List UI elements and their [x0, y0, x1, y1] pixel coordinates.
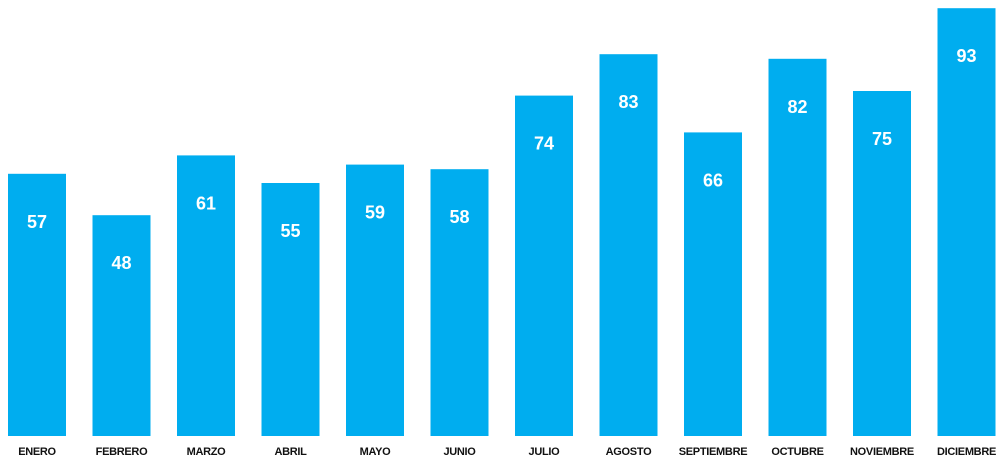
bars-group: [8, 8, 996, 437]
category-label-agosto: AGOSTO: [606, 446, 652, 457]
bar-octubre: [768, 58, 827, 437]
value-label-noviembre: 75: [872, 129, 892, 149]
value-label-septiembre: 66: [703, 170, 723, 190]
value-label-febrero: 48: [111, 253, 131, 273]
category-labels-group: ENERO FEBRERO MARZO ABRIL MAYO JUNIO JULIO AGOS…: [18, 446, 996, 457]
bar-julio: [515, 95, 573, 436]
category-label-julio: JULIO: [529, 446, 561, 457]
value-label-abril: 55: [280, 221, 300, 241]
category-label-enero: ENERO: [18, 446, 56, 457]
value-label-julio: 74: [534, 134, 554, 154]
bar-noviembre: [853, 91, 911, 436]
category-label-abril: ABRIL: [274, 446, 307, 457]
category-label-noviembre: NOVIEMBRE: [850, 446, 914, 457]
value-label-diciembre: 93: [956, 46, 976, 66]
category-label-septiembre: SEPTIEMBRE: [679, 446, 748, 457]
category-label-junio: JUNIO: [443, 446, 476, 457]
bar-septiembre: [684, 132, 742, 436]
bar-agosto: [599, 54, 658, 436]
bar-mayo: [346, 164, 404, 436]
value-label-enero: 57: [27, 212, 47, 232]
category-label-mayo: MAYO: [360, 446, 392, 457]
bar-febrero: [92, 215, 151, 436]
value-label-octubre: 82: [787, 97, 807, 117]
bar-diciembre: [937, 8, 996, 436]
value-label-junio: 58: [449, 207, 469, 227]
value-label-agosto: 83: [618, 92, 638, 112]
value-label-marzo: 61: [196, 193, 216, 213]
category-label-marzo: MARZO: [187, 446, 227, 457]
bar-enero: [8, 173, 66, 437]
category-label-octubre: OCTUBRE: [771, 446, 823, 457]
bar-abril: [261, 183, 320, 436]
category-label-febrero: FEBRERO: [96, 446, 148, 457]
value-label-mayo: 59: [365, 203, 385, 223]
value-labels-group: 57 48 61 55 59 58 74 83 66 82 75 93: [27, 46, 977, 273]
bar-junio: [430, 169, 489, 436]
bar-marzo: [177, 155, 235, 436]
category-label-diciembre: DICIEMBRE: [937, 446, 996, 457]
